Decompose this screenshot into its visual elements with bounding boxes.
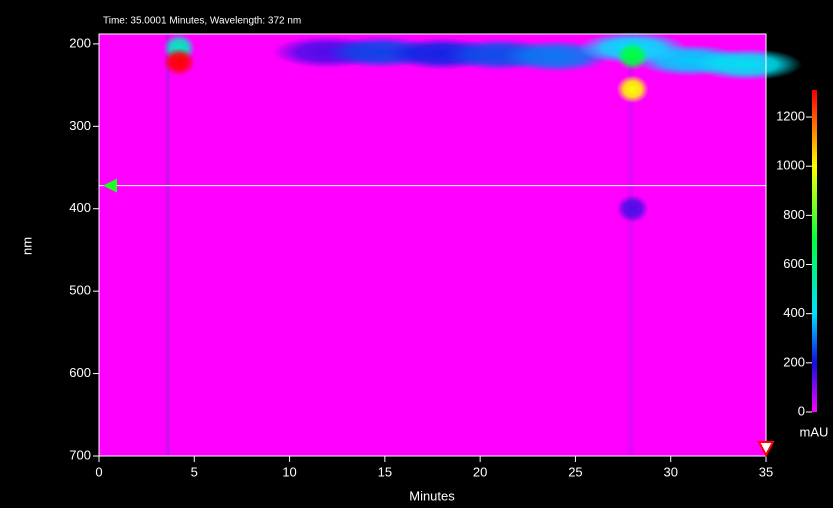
x-tick-label: 0 [95, 464, 102, 479]
x-tick-label: 10 [282, 464, 296, 479]
chart-title: Time: 35.0001 Minutes, Wavelength: 372 n… [103, 16, 301, 27]
streak [165, 34, 170, 456]
wavelength-marker [103, 178, 117, 193]
colorbar-tick-label: 1200 [776, 108, 805, 123]
y-tick-label: 700 [69, 447, 91, 462]
y-tick-label: 300 [69, 118, 91, 133]
x-tick-label: 5 [191, 464, 198, 479]
y-tick-label: 600 [69, 365, 91, 380]
peak [616, 75, 649, 104]
time-marker [757, 441, 775, 458]
y-tick-label: 500 [69, 283, 91, 298]
y-axis-label: nm [19, 237, 34, 255]
x-tick-label: 25 [568, 464, 582, 479]
colorbar-tick-label: 800 [783, 207, 805, 222]
plot-frame [98, 33, 767, 457]
x-axis-label: Minutes [409, 488, 455, 503]
colorbar-tick-label: 0 [798, 403, 805, 418]
colorbar-label: mAU [800, 424, 829, 439]
x-tick-label: 15 [378, 464, 392, 479]
peak [616, 42, 649, 71]
colorbar-tick-label: 600 [783, 256, 805, 271]
colorbar-tick-label: 400 [783, 305, 805, 320]
peak [616, 194, 649, 223]
y-tick-label: 200 [69, 35, 91, 50]
colorbar-tick-label: 1000 [776, 158, 805, 173]
heatmap-background [99, 34, 766, 456]
streak [627, 34, 634, 456]
x-tick-label: 30 [663, 464, 677, 479]
peak [691, 48, 802, 81]
y-tick-label: 400 [69, 200, 91, 215]
peak [163, 48, 196, 77]
colorbar-tick-label: 200 [783, 354, 805, 369]
x-tick-label: 20 [473, 464, 487, 479]
colorbar [812, 90, 817, 412]
x-tick-label: 35 [759, 464, 773, 479]
